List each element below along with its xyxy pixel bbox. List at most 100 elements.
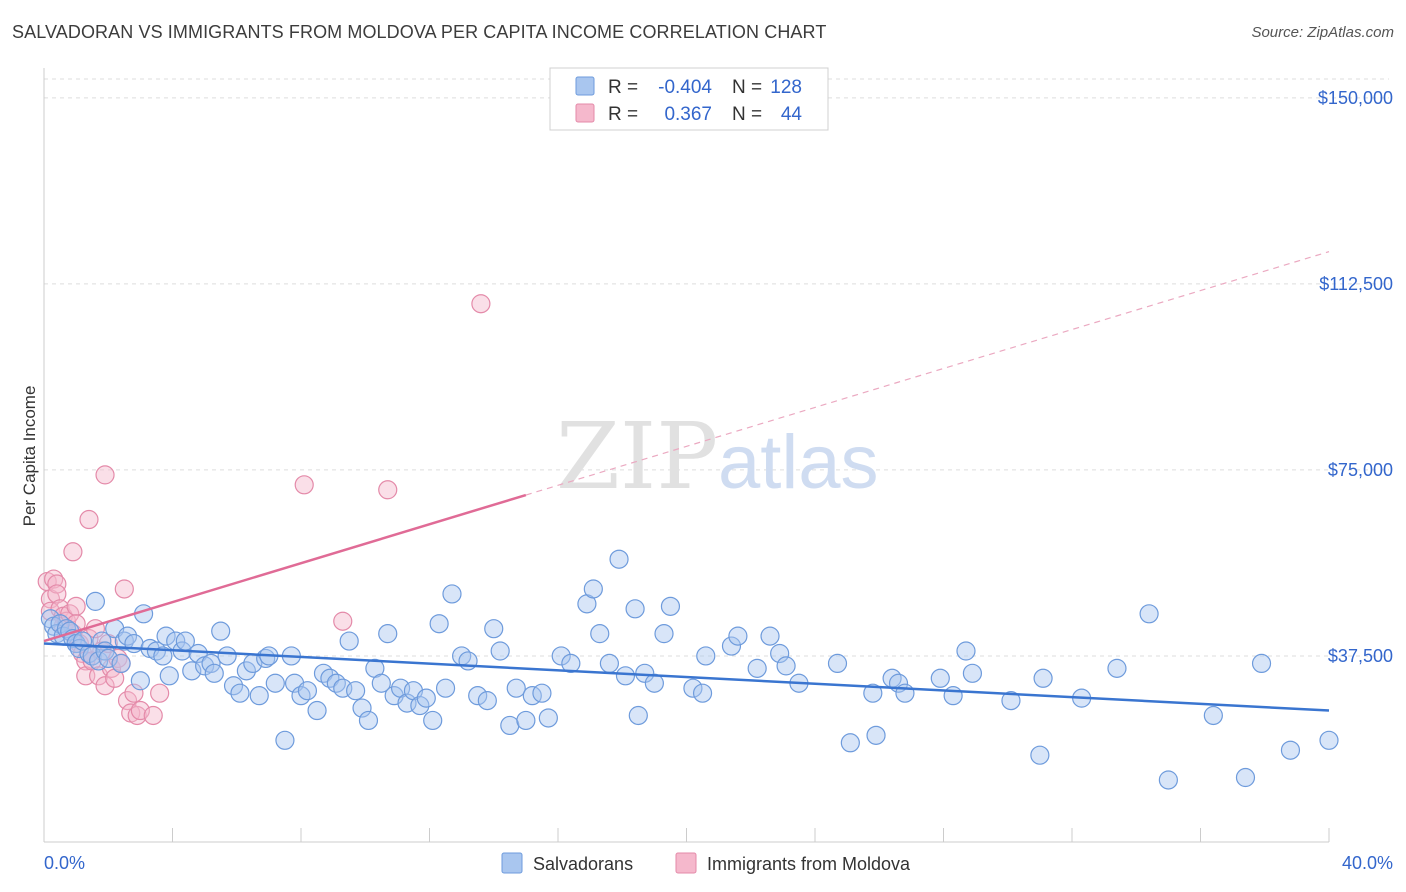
salvadoran-point-64 — [378, 624, 398, 644]
salvadoran-point-54 — [313, 663, 334, 683]
salvadoran-point-44 — [249, 686, 269, 706]
moldova-point-4 — [47, 574, 67, 594]
moldova-point-41 — [333, 611, 353, 631]
axes — [43, 68, 1330, 843]
salvadoran-point-108 — [770, 643, 790, 664]
salvadoran-point-90 — [583, 579, 603, 599]
salvadoran-point-78 — [477, 691, 497, 711]
salvadoran-point-114 — [866, 725, 886, 745]
legend-swatch-pink — [575, 103, 595, 123]
chart-title: SALVADORAN VS IMMIGRANTS FROM MOLDOVA PE… — [12, 22, 827, 42]
legend-n-label-1: N = — [732, 77, 762, 98]
salvadoran-point-105 — [728, 626, 748, 646]
moldova-point-32 — [124, 683, 144, 703]
salvadoran-point-119 — [943, 686, 963, 706]
salvadoran-point-47 — [265, 673, 285, 693]
salvadoran-point-22 — [124, 633, 144, 654]
legend-n-value-2: 44 — [781, 104, 803, 125]
salvadoran-point-28 — [156, 626, 176, 646]
y-tick-label-2: $112,500 — [1319, 274, 1393, 294]
moldova-point-43 — [471, 294, 491, 314]
salvadoran-point-113 — [863, 683, 883, 703]
salvadoran-point-132 — [1280, 740, 1301, 760]
y-tick-label-3: $150,000 — [1318, 88, 1393, 108]
salvadoran-point-85 — [532, 683, 552, 703]
moldova-point-30 — [117, 691, 138, 711]
salvadoran-point-77 — [468, 686, 488, 706]
salvadoran-point-133 — [1319, 730, 1339, 750]
legend-r-label-1: R = — [608, 77, 638, 98]
salvadoran-point-123 — [1030, 745, 1050, 765]
top-legend: R = -0.404 N = 128 R = 0.367 N = 44 — [549, 67, 829, 131]
salvadoran-point-27 — [153, 646, 173, 666]
moldova-trend-line-solid — [43, 493, 527, 643]
legend-r-value-2: 0.367 — [664, 104, 712, 125]
moldova-point-29 — [114, 579, 134, 599]
salvadoran-point-107 — [760, 626, 780, 646]
salvadoran-point-111 — [827, 653, 848, 674]
salvadoran-point-91 — [590, 624, 610, 644]
x-tick-label-0: 0.0% — [44, 853, 85, 873]
salvadoran-point-94 — [615, 666, 636, 686]
salvadoran-point-100 — [660, 596, 681, 616]
salvadoran-point-122 — [1001, 691, 1021, 711]
x-tick-labels: 0.0% 40.0% — [44, 853, 1393, 873]
moldova-point-10 — [60, 604, 80, 624]
salvadoran-point-129 — [1203, 705, 1223, 726]
salvadoran-point-41 — [230, 683, 250, 703]
moldova-point-12 — [66, 596, 86, 616]
salvadoran-point-106 — [747, 658, 767, 678]
watermark-zip: ZIP — [556, 403, 718, 510]
salvadoran-point-92 — [599, 653, 620, 674]
salvadoran-point-112 — [840, 733, 860, 753]
moldova-point-37 — [95, 465, 115, 485]
salvadoran-point-127 — [1139, 604, 1159, 624]
salvadoran-point-53 — [307, 700, 327, 721]
salvadoran-point-71 — [423, 710, 443, 731]
salvadoran-point-38 — [211, 621, 231, 641]
salvadoran-point-93 — [609, 549, 629, 569]
moldova-point-35 — [143, 705, 163, 726]
salvadoran-point-87 — [551, 646, 571, 666]
bottom-legend-label-moldova: Immigrants from Moldova — [707, 854, 911, 874]
bottom-legend-swatch-pink — [675, 852, 697, 874]
salvadoran-point-99 — [654, 624, 674, 644]
moldova-point-36 — [150, 683, 170, 703]
salvadoran-point-63 — [371, 673, 391, 693]
salvadoran-point-120 — [956, 641, 976, 661]
salvadoran-point-109 — [776, 656, 796, 676]
salvadoran-point-33 — [182, 661, 202, 681]
y-tick-label-1: $75,000 — [1328, 460, 1393, 480]
salvadoran-point-121 — [962, 663, 983, 683]
salvadoran-point-60 — [352, 698, 372, 718]
moldova-point-38 — [79, 509, 99, 530]
legend-r-value-1: -0.404 — [658, 77, 712, 98]
salvadoran-point-3 — [50, 614, 70, 634]
salvadoran-point-95 — [625, 599, 645, 619]
salvadoran-point-131 — [1251, 653, 1272, 674]
salvadoran-point-29 — [159, 666, 179, 686]
salvadoran-point-39 — [217, 646, 237, 666]
salvadoran-point-61 — [358, 710, 379, 731]
salvadoran-point-124 — [1033, 668, 1053, 688]
legend-swatch-blue — [575, 76, 595, 96]
y-tick-labels: $37,500 $75,000 $112,500 $150,000 — [1318, 88, 1393, 666]
salvadoran-point-59 — [346, 681, 366, 701]
moldova-point-42 — [378, 480, 398, 500]
moldova-trend-line-dashed — [525, 251, 1330, 496]
salvadoran-point-72 — [429, 614, 449, 634]
salvadoran-point-103 — [696, 646, 716, 666]
trend-lines — [43, 251, 1330, 712]
salvadoran-point-130 — [1235, 767, 1256, 788]
salvadoran-point-70 — [416, 688, 436, 708]
bottom-legend-label-salvadorans: Salvadorans — [533, 854, 633, 874]
salvadoran-point-21 — [117, 626, 138, 646]
salvadoran-point-13 — [85, 591, 106, 611]
moldova-point-40 — [294, 475, 314, 495]
salvadoran-point-42 — [236, 661, 256, 681]
bottom-legend: Salvadorans Immigrants from Moldova — [501, 852, 911, 874]
legend-r-label-2: R = — [608, 104, 638, 125]
y-axis-title: Per Capita Income — [20, 386, 39, 527]
salvadoran-point-96 — [628, 705, 648, 726]
